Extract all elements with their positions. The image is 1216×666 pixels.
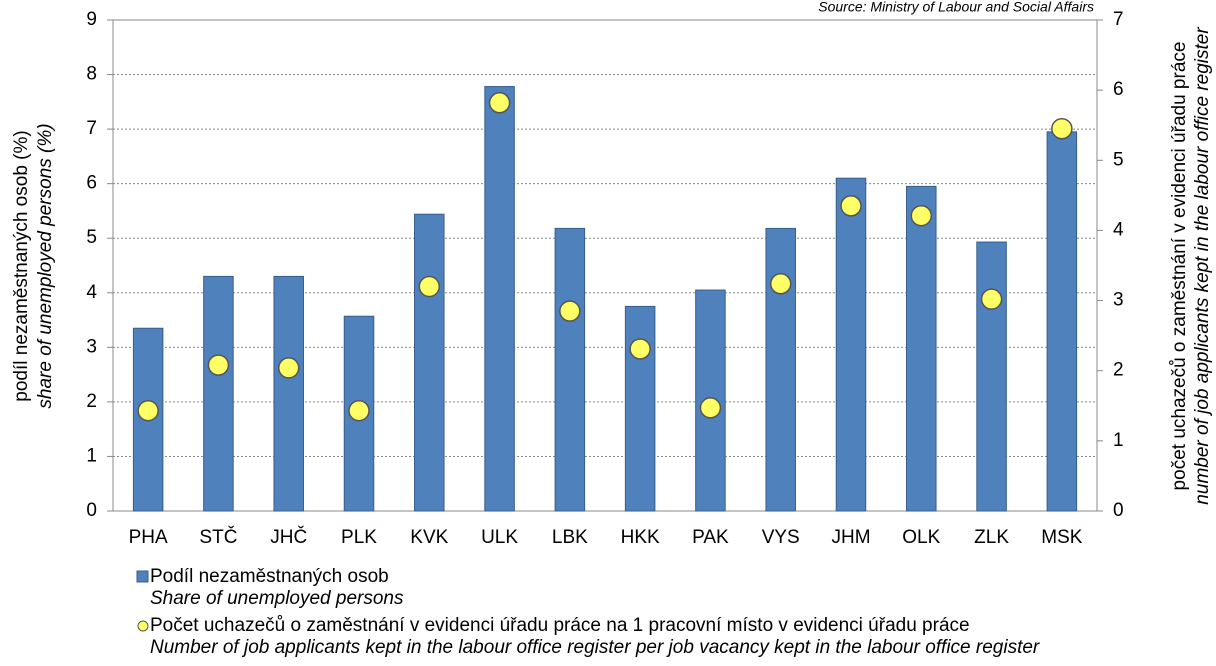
x-tick-label: STČ [199,526,237,548]
x-tick-label: ZLK [974,527,1009,548]
x-tick-label: OLK [902,527,940,548]
y2-tick-label: 6 [1113,79,1124,100]
y2-tick-label: 0 [1113,500,1124,521]
bar [906,185,937,512]
point [910,204,933,227]
y-tick-label: 8 [86,64,97,85]
point [629,338,651,360]
legend-marker [137,620,149,632]
y-axis-title: share of unemployed persons (%) [35,123,56,408]
y2-axis-title: počet uchazečů o zaměstnání v evidenci ú… [1169,42,1190,491]
y-tick-label: 5 [86,227,97,248]
legend-label: Počet uchazečů o zaměstnání v evidenci ú… [150,615,970,636]
x-tick-label: JHM [831,527,870,548]
x-tick-label: PHA [129,527,168,548]
point [207,354,230,376]
point [418,275,441,298]
y-tick-label: 7 [86,118,97,139]
y-tick-label: 2 [86,391,97,412]
x-tick-label: JHČ [270,526,307,548]
point [137,399,159,422]
bar [484,86,515,512]
y-tick-label: 0 [86,500,97,521]
bar [765,227,796,512]
point [348,399,370,422]
legend-marker [136,570,149,583]
x-tick-label: PLK [341,527,377,548]
x-tick-label: PAK [692,527,729,548]
bar [1046,131,1078,512]
point [559,300,581,322]
bar [414,213,445,512]
y-tick-label: 1 [86,445,97,466]
y2-tick-label: 5 [1113,149,1124,170]
bar [976,241,1007,512]
y-tick-label: 9 [86,9,97,30]
y-tick-label: 3 [86,336,97,357]
x-tick-label: KVK [410,527,448,548]
point [769,272,792,295]
point [980,288,1003,310]
y-tick-label: 4 [86,282,97,303]
y2-tick-label: 7 [1113,9,1124,30]
x-tick-label: MSK [1041,527,1083,548]
point [699,397,722,419]
x-tick-label: VYS [762,527,800,548]
x-tick-label: LBK [552,527,588,548]
x-tick-label: ULK [481,527,518,548]
point [840,195,862,217]
legend-label: Podíl nezaměstnaných osob [150,566,389,587]
plot-area [112,19,1098,512]
y2-tick-label: 4 [1113,219,1124,240]
y2-tick-label: 2 [1113,360,1124,381]
y-tick-label: 6 [86,173,97,194]
bar [273,275,304,512]
bar [624,305,656,512]
point [277,357,300,379]
source: Source: Ministry of Labour and Social Af… [818,0,1094,15]
bar [554,227,586,512]
y-axis-title: podíl nezaměstnaných osob (%) [11,130,32,401]
y2-tick-label: 1 [1113,430,1124,451]
y2-tick-label: 3 [1113,290,1124,311]
point [488,92,511,114]
point [1051,117,1073,140]
legend-label: Number of job applicants kept in the lab… [150,637,1040,658]
y2-axis-title: number of job applicants kept in the lab… [1192,27,1213,505]
bar [203,275,234,512]
bar [835,177,867,512]
x-tick-label: HKK [621,527,660,548]
legend-label: Share of unemployed persons [150,588,404,609]
